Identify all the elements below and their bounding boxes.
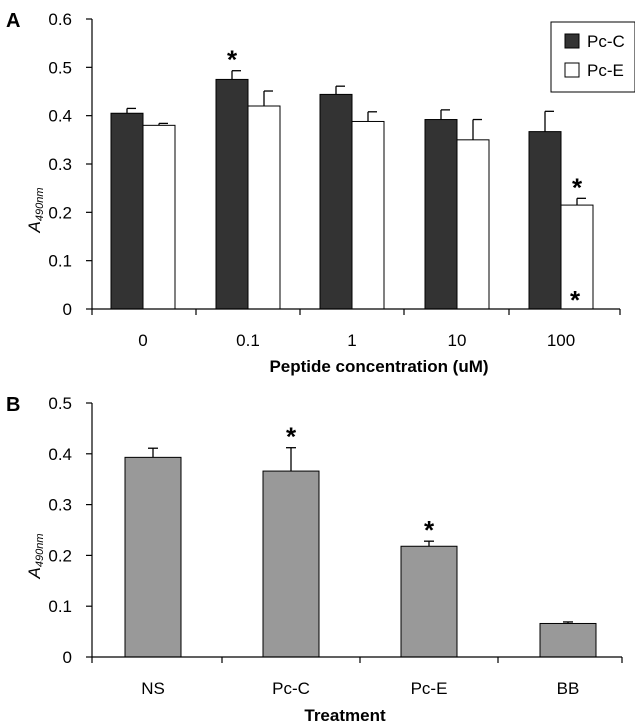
y-tick-label-0-4: 0.4 <box>48 445 72 464</box>
bar-pc-e-100 <box>560 204 594 310</box>
y-tick-label-0-5: 0.5 <box>48 58 72 77</box>
legend-label-pc-e: Pc-E <box>587 61 624 80</box>
significance-star-pc-c-0-1: * <box>227 45 238 75</box>
y-tick-label-0-4: 0.4 <box>48 107 72 126</box>
panel-a-legend: Pc-C Pc-E <box>550 21 635 93</box>
legend-swatch-pc-c <box>564 33 580 49</box>
y-tick-label-0: 0 <box>63 648 72 667</box>
panel-b-y-axis-label: A490nm <box>25 534 46 580</box>
bar-bb <box>539 622 597 658</box>
panel-a-x-ticks: 0 0.1 1 10 100 <box>91 309 621 350</box>
x-tick-label-bb: BB <box>557 679 580 698</box>
panel-a-significance-markers: ** <box>227 45 583 203</box>
panel-b-significance-markers: ** <box>286 422 435 545</box>
legend-label-pc-c: Pc-C <box>587 32 625 51</box>
x-tick-label-0-1: 0.1 <box>236 331 260 350</box>
x-tick-label-0: 0 <box>138 331 147 350</box>
y-tick-label-0: 0 <box>63 300 72 319</box>
y-tick-label-0-3: 0.3 <box>48 496 72 515</box>
x-tick-label-10: 10 <box>448 331 467 350</box>
panel-a: A ** 00.10.20.30.40.50.6 0 0.1 1 10 100 Pept… <box>6 10 635 376</box>
x-tick-label-1: 1 <box>347 331 356 350</box>
panel-b-bars <box>124 456 597 658</box>
panel-a-annotation-star: * <box>570 285 581 315</box>
y-tick-label-0-1: 0.1 <box>48 252 72 271</box>
panel-a-x-axis-label: Peptide concentration (uM) <box>269 357 488 376</box>
legend-swatch-pc-e <box>564 62 580 78</box>
panel-a-letter: A <box>6 10 20 32</box>
panel-b-error-bars <box>148 447 573 624</box>
significance-star-pc-e: * <box>424 515 435 545</box>
significance-star-pc-c: * <box>286 422 297 452</box>
bar-pc-e-1 <box>351 120 385 310</box>
panel-a-error-bars <box>126 70 586 206</box>
panel-b-x-axis-label: Treatment <box>304 706 386 725</box>
panel-a-y-ticks: 0 0.1 0.2 0.3 0.4 0.5 0.6 <box>48 10 92 319</box>
x-tick-label-100: 100 <box>547 331 575 350</box>
bar-pc-e <box>400 545 458 658</box>
bar-pc-c-10 <box>424 119 458 310</box>
bar-pc-c-0 <box>110 112 144 310</box>
bar-pc-c-0-1 <box>215 78 249 310</box>
panel-b-x-ticks: NS Pc-C Pc-E BB <box>91 657 623 698</box>
panel-b: B ** 00.10.20.30.40.5 NS Pc-C Pc-E BB Treat… <box>6 394 623 725</box>
y-tick-label-0-5: 0.5 <box>48 394 72 413</box>
x-tick-label-ns: NS <box>141 679 165 698</box>
significance-star-pc-e-100: * <box>572 172 583 202</box>
y-tick-label-0-1: 0.1 <box>48 597 72 616</box>
bar-pc-e-0-1 <box>247 105 281 310</box>
bar-ns <box>124 456 182 658</box>
y-tick-label-0-3: 0.3 <box>48 155 72 174</box>
panel-b-letter: B <box>6 394 20 416</box>
panel-b-y-ticks: 0 0.1 0.2 0.3 0.4 0.5 <box>48 394 92 667</box>
bar-pc-e-10 <box>456 139 490 310</box>
panel-a-y-axis-label: A490nm <box>25 188 46 234</box>
x-tick-label-pc-e: Pc-E <box>411 679 448 698</box>
panel-b-axes <box>91 403 622 658</box>
bar-pc-c <box>262 470 320 658</box>
y-tick-label-0-2: 0.2 <box>48 203 72 222</box>
bar-pc-c-1 <box>319 93 353 310</box>
y-tick-label-0-2: 0.2 <box>48 546 72 565</box>
bar-pc-c-100 <box>528 131 562 310</box>
panel-a-bars <box>110 78 594 310</box>
y-tick-label-0-6: 0.6 <box>48 10 72 29</box>
x-tick-label-pc-c: Pc-C <box>272 679 310 698</box>
bar-pc-e-0 <box>142 124 176 310</box>
